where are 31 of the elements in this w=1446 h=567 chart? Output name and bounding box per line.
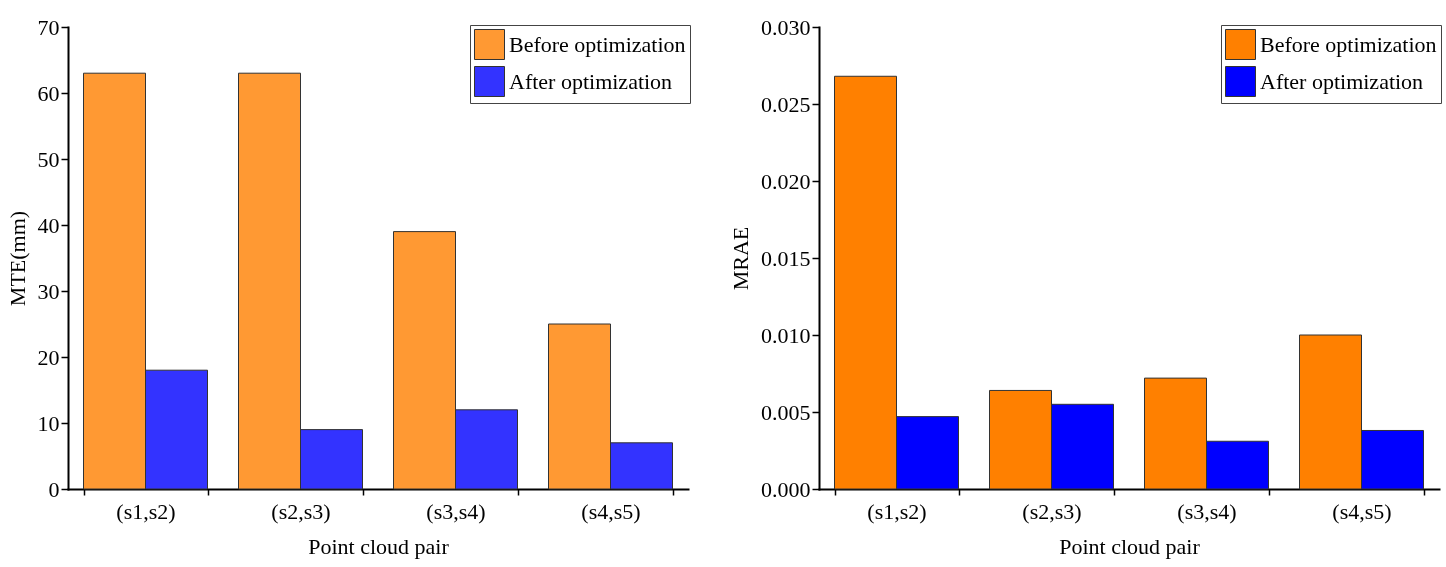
x-tick-label: (s3,s4) bbox=[426, 498, 486, 524]
legend-label: After optimization bbox=[1260, 68, 1424, 94]
y-tick-label: 0.020 bbox=[761, 168, 811, 194]
x-tick-label: (s1,s2) bbox=[867, 498, 927, 524]
x-tick-label: (s2,s3) bbox=[271, 498, 331, 524]
y-tick-label: 0 bbox=[48, 476, 60, 502]
x-tick-label: (s2,s3) bbox=[1022, 498, 1082, 524]
y-tick-label: 0.010 bbox=[761, 322, 811, 348]
y-axis-title: MTE(mm) bbox=[4, 210, 30, 307]
x-tick-label: (s3,s4) bbox=[1177, 498, 1237, 524]
y-tick-label: 20 bbox=[37, 344, 60, 370]
y-tick-label: 40 bbox=[37, 212, 60, 238]
y-tick-label: 0.015 bbox=[761, 245, 811, 271]
y-tick-label: 30 bbox=[37, 278, 60, 304]
x-axis-title: Point cloud pair bbox=[1059, 533, 1201, 559]
y-axis-title: MRAE bbox=[728, 226, 753, 291]
y-tick-label: 0.005 bbox=[761, 399, 811, 425]
x-tick-label: (s4,s5) bbox=[1332, 498, 1392, 524]
x-tick-label: (s1,s2) bbox=[116, 498, 176, 524]
y-tick-label: 0.000 bbox=[761, 476, 811, 502]
x-tick-label: (s4,s5) bbox=[581, 498, 641, 524]
legend-label: Before optimization bbox=[509, 31, 686, 57]
y-tick-label: 0.025 bbox=[761, 91, 811, 117]
legend-label: After optimization bbox=[509, 68, 673, 94]
y-tick-label: 60 bbox=[37, 80, 60, 106]
x-axis-title: Point cloud pair bbox=[308, 533, 450, 559]
y-tick-label: 10 bbox=[37, 410, 60, 436]
legend-label: Before optimization bbox=[1260, 31, 1437, 57]
y-tick-label: 50 bbox=[37, 146, 60, 172]
y-tick-label: 70 bbox=[37, 14, 60, 40]
y-tick-label: 0.030 bbox=[761, 14, 811, 40]
